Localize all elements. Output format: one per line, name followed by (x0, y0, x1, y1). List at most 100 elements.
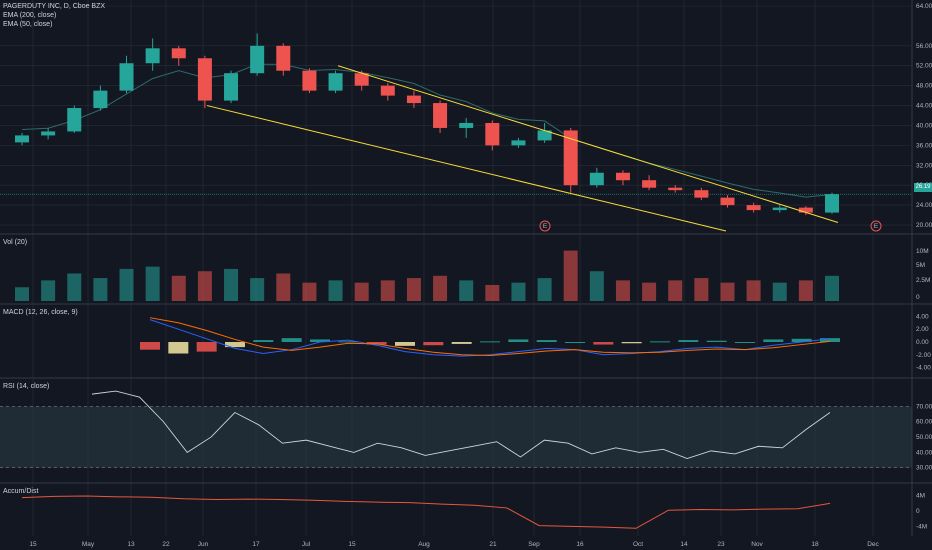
symbol-title: PAGERDUTY INC, D, Cboe BZX (3, 3, 106, 10)
candle-body (145, 48, 160, 64)
x-tick-label: 17 (252, 541, 260, 548)
volume-pane-label: Vol (20) (3, 239, 28, 246)
ad-tick-label: 4M (916, 493, 925, 500)
volume-bar (589, 271, 604, 301)
volume-bar (615, 280, 630, 301)
x-tick-label: 22 (162, 541, 170, 548)
earnings-marker-label: E (543, 223, 548, 230)
volume-bar (668, 280, 683, 301)
ema50-label: EMA (50, close) (3, 21, 53, 28)
candle-body (197, 58, 212, 101)
volume-bar (406, 278, 421, 301)
price-tick-label: 48.00 (916, 83, 932, 90)
volume-bar (224, 268, 239, 301)
candle-body (433, 103, 448, 128)
rsi-tick-label: 30.00 (916, 465, 932, 472)
x-tick-label: 21 (489, 541, 497, 548)
macd-histogram-bar (366, 342, 387, 345)
x-tick-label: 23 (717, 541, 725, 548)
candle-body (459, 122, 474, 128)
x-tick-label: Sep (528, 541, 540, 548)
candle-body (798, 207, 813, 213)
volume-bar (798, 280, 813, 301)
candle-body (171, 48, 186, 59)
macd-histogram-bar (593, 342, 614, 345)
price-tick-label: 44.00 (916, 103, 932, 110)
volume-tick-label: 2.5M (916, 277, 930, 284)
volume-bar (250, 278, 265, 301)
macd-histogram-bar (423, 342, 444, 346)
candle-body (589, 172, 604, 186)
ema200-label: EMA (200, close) (3, 12, 57, 19)
macd-histogram-bar (281, 338, 302, 342)
candle-body (15, 135, 29, 143)
candle-body (615, 172, 630, 181)
macd-tick-label: -2.00 (916, 352, 931, 359)
candle-body (276, 45, 291, 71)
macd-histogram-bar (168, 342, 189, 354)
x-tick-label: Nov (751, 541, 763, 548)
rsi-line (91, 390, 831, 460)
price-tick-label: 24.00 (916, 202, 932, 209)
macd-tick-label: 2.00 (916, 326, 929, 333)
x-tick-label: 15 (348, 541, 356, 548)
macd-histogram-bar (763, 339, 784, 342)
price-tick-label: 40.00 (916, 122, 932, 129)
volume-bar (15, 287, 29, 301)
volume-tick-label: 10M (916, 248, 929, 255)
x-tick-label: 14 (680, 541, 688, 548)
rsi-tick-label: 60.00 (916, 419, 932, 426)
volume-bar (93, 278, 108, 301)
volume-bar (302, 282, 317, 301)
macd-histogram-bar (253, 340, 274, 342)
macd-histogram-bar (140, 342, 160, 350)
macd-histogram-bar (395, 342, 415, 346)
macd-histogram-bar (196, 342, 217, 352)
volume-bar (145, 266, 160, 301)
volume-bar (511, 282, 526, 301)
x-tick-label: Aug (418, 541, 430, 548)
earnings-marker (870, 220, 882, 232)
x-tick-label: Oct (633, 541, 643, 548)
signal-line (149, 317, 831, 356)
candle-body (668, 187, 683, 191)
candle-body (328, 73, 343, 91)
candle-body (250, 45, 265, 74)
ad-tick-label: 0 (916, 508, 920, 515)
ad-tick-label: -4M (916, 523, 927, 530)
macd-histogram-bar (565, 342, 585, 343)
volume-bar (825, 275, 839, 301)
earnings-marker-label: E (874, 223, 879, 230)
candle-body (694, 190, 709, 198)
volume-bar (485, 284, 500, 301)
price-tick-label: 36.00 (916, 142, 932, 149)
volume-bar (642, 282, 657, 301)
x-tick-label: 16 (576, 541, 584, 548)
x-tick-label: 18 (811, 541, 819, 548)
candle-body (119, 63, 134, 91)
macd-histogram-bar (678, 340, 699, 342)
candle-body (354, 73, 369, 86)
volume-bar (380, 280, 395, 301)
candle-body (302, 70, 317, 91)
macd-histogram-bar (621, 342, 642, 344)
ema50-line (21, 63, 833, 198)
volume-bar (67, 273, 82, 301)
price-tick-label: 56.00 (916, 43, 932, 50)
macd-histogram-bar (706, 340, 727, 342)
volume-bar (197, 271, 212, 301)
macd-histogram-bar (451, 342, 472, 344)
volume-bar (772, 282, 787, 301)
volume-bar (746, 280, 761, 301)
candle-body (380, 85, 395, 96)
trendline-upper (337, 65, 839, 224)
ad-line (21, 495, 831, 529)
macd-tick-label: 0.00 (916, 339, 929, 346)
macd-pane-label: MACD (12, 26, close, 9) (3, 309, 78, 316)
volume-bar (537, 278, 552, 301)
volume-bar (694, 278, 709, 301)
volume-bar (354, 282, 369, 301)
volume-bar (459, 280, 474, 301)
